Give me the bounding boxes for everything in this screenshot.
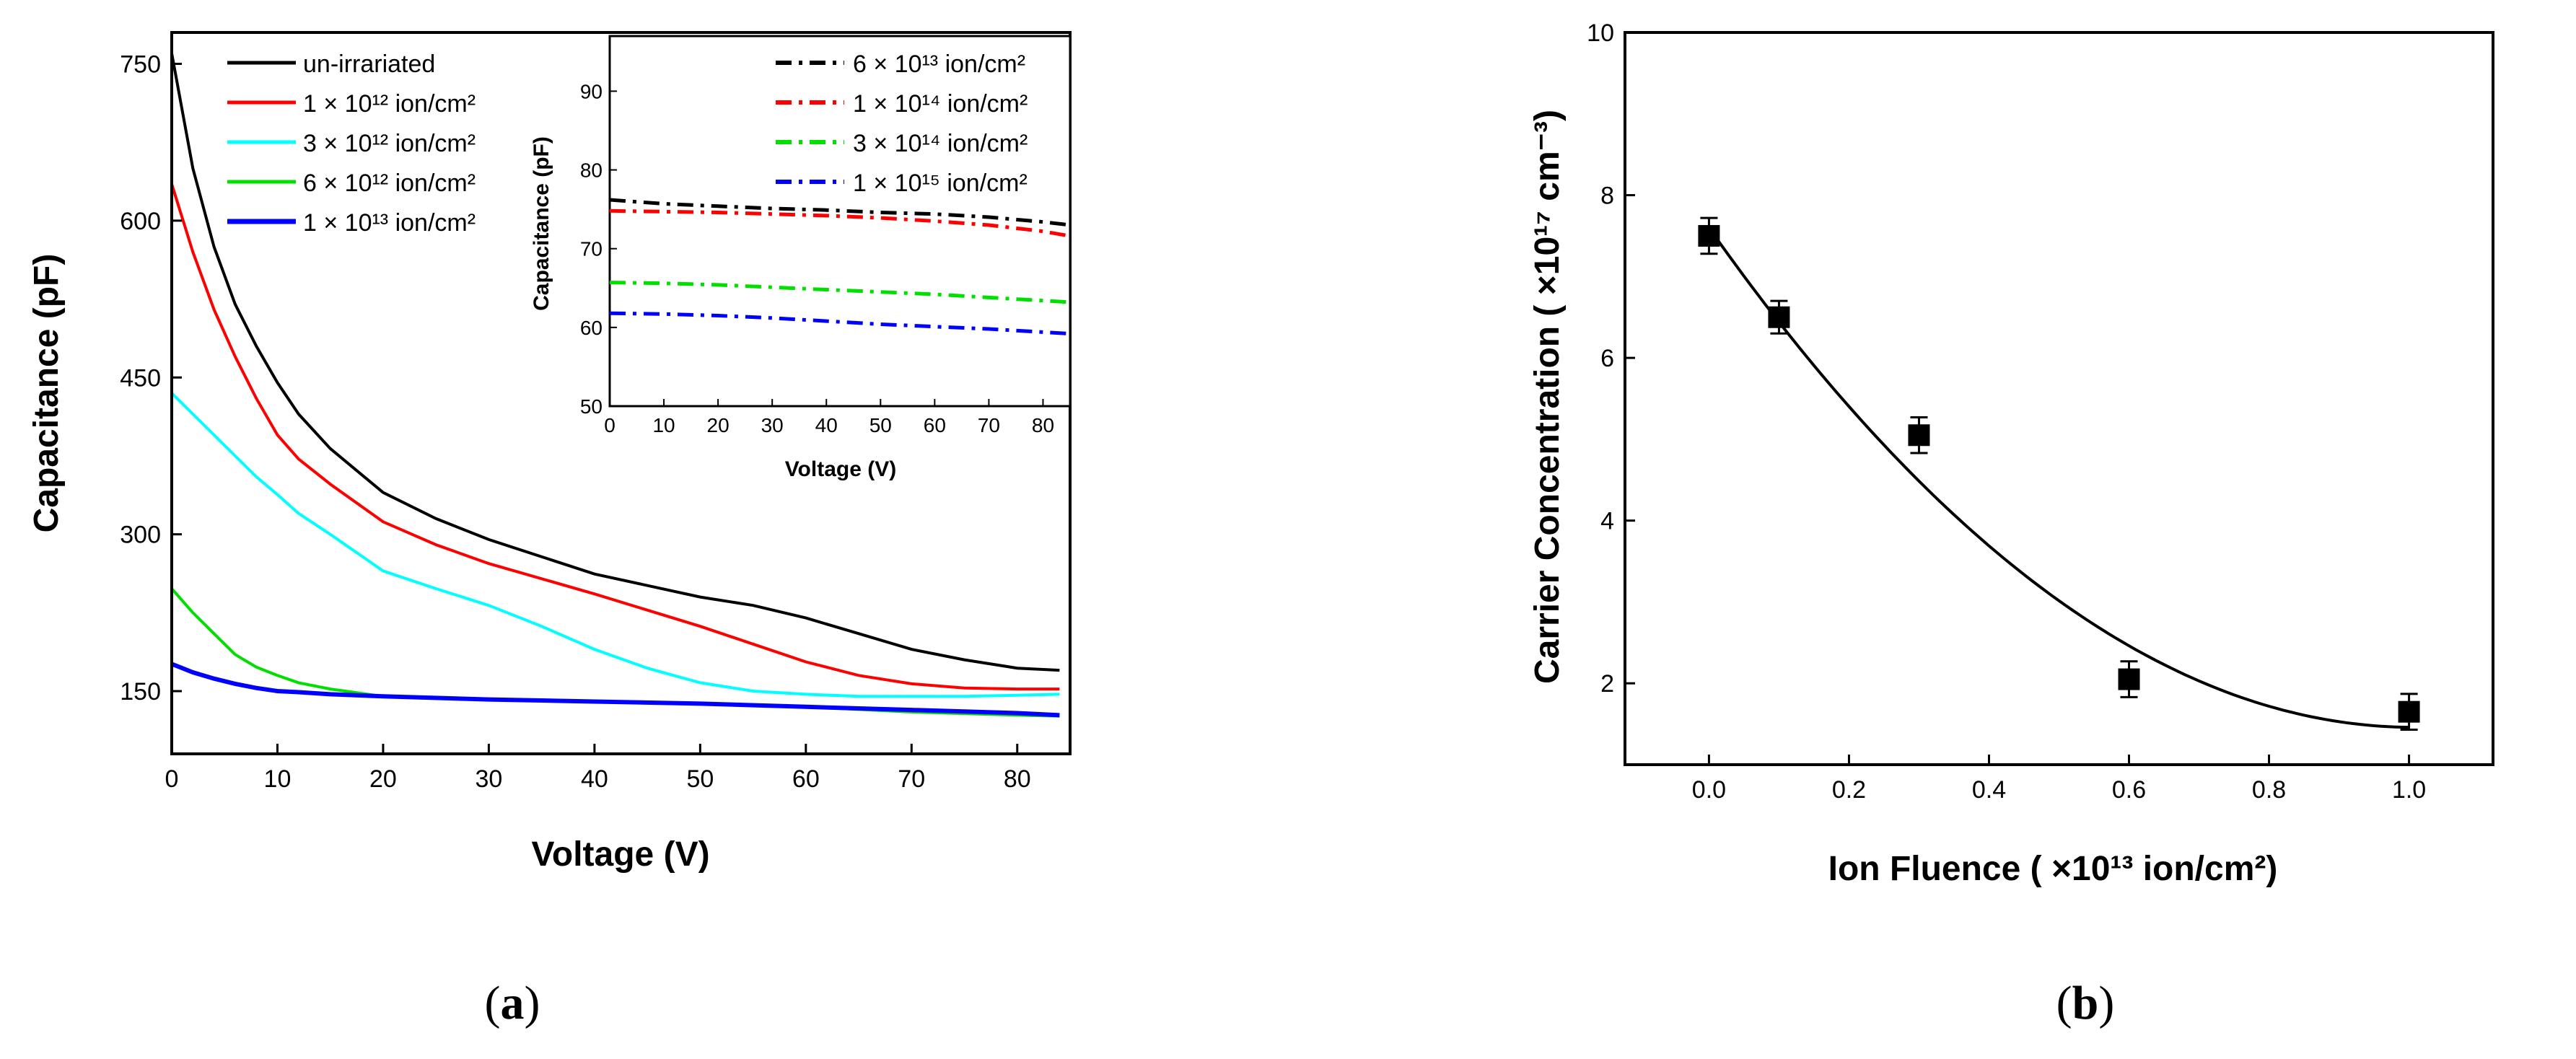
inset-series-line-2: [610, 281, 1070, 304]
panel-b-caption: (b): [2056, 977, 2115, 1029]
panel-b-carrier-concentration-chart: 0.0 0.2 0.4 0.6 0.8 1.0 2 4 6 8 10 Ion Fluence ( …: [1528, 19, 2494, 1029]
panel-b-x-tick-label: 1.0: [2392, 776, 2426, 804]
inset-y-axis-label: Capacitance (pF): [530, 136, 553, 311]
panel-a-caption-letter: a: [501, 977, 525, 1029]
panel-a-legend: un-irrariated 1 × 10¹² ion/cm² 3 × 10¹² …: [227, 50, 476, 237]
inset-legend: 6 × 10¹³ ion/cm² 1 × 10¹⁴ ion/cm² 3 × 10…: [776, 50, 1028, 197]
panel-b-data-point: [1908, 424, 1930, 447]
panel-b-y-tick-label: 2: [1600, 670, 1614, 698]
inset-x-tick-label: 30: [761, 414, 784, 436]
inset-series-line-1: [610, 208, 1070, 238]
panel-b-data-point: [1698, 224, 1720, 247]
inset-legend-label-3e14: 3 × 10¹⁴ ion/cm²: [853, 130, 1028, 157]
inset-y-tick-label: 80: [580, 159, 603, 182]
panel-a-y-tick-label: 600: [120, 208, 161, 235]
panel-a-caption-open: (: [485, 977, 501, 1029]
panel-a-caption: (a): [485, 977, 540, 1029]
panel-b-x-axis-label: Ion Fluence ( ×10¹³ ion/cm²): [1828, 850, 2278, 888]
panel-b-data-point: [2398, 700, 2420, 723]
panel-a-x-tick-label: 50: [686, 765, 714, 793]
inset-legend-label-1e15: 1 × 10¹⁵ ion/cm²: [853, 170, 1028, 197]
inset-series-line-0: [610, 198, 1070, 227]
inset-x-tick-label: 0: [604, 414, 615, 436]
panel-a-x-tick-label: 60: [792, 765, 820, 793]
panel-a-x-tick-label: 70: [898, 765, 925, 793]
inset-x-tick-label: 50: [869, 414, 892, 436]
inset-legend-label-1e14: 1 × 10¹⁴ ion/cm²: [853, 90, 1028, 118]
panel-b-x-tick-label: 0.8: [2252, 776, 2286, 804]
panel-b-x-tick-label: 0.6: [2112, 776, 2146, 804]
panel-b-y-tick-label: 6: [1600, 345, 1614, 372]
panel-b-data-point: [1768, 306, 1790, 328]
inset-y-axis: 50 60 70 80 90: [580, 80, 617, 418]
panel-b-data-points: [1698, 216, 2420, 731]
panel-b-y-tick-label: 4: [1600, 508, 1614, 535]
panel-a-caption-close: ): [525, 977, 540, 1029]
legend-label-6e12: 6 × 10¹² ion/cm²: [303, 170, 476, 197]
inset-x-axis-label: Voltage (V): [785, 457, 896, 481]
panel-a-y-axis-label: Capacitance (pF): [27, 254, 66, 533]
series-line-2: [172, 392, 1060, 698]
panel-a-x-axis-label: Voltage (V): [531, 835, 709, 874]
inset-series-group: [610, 198, 1070, 336]
panel-b-caption-close: ): [2098, 977, 2114, 1029]
panel-a-inset-chart: 0 10 20 30 40 50 60 70 80 50 60 70 80 90 Voltage (V)…: [530, 35, 1072, 481]
inset-y-tick-label: 70: [580, 238, 603, 260]
legend-label-3e12: 3 × 10¹² ion/cm²: [303, 130, 476, 157]
panel-a-x-tick-label: 0: [165, 765, 179, 793]
panel-a-y-tick-label: 750: [120, 50, 161, 78]
panel-b-y-tick-label: 8: [1600, 183, 1614, 210]
series-line-0: [172, 53, 1060, 672]
panel-a-x-tick-label: 30: [475, 765, 502, 793]
panel-a-x-axis: 0 10 20 30 40 50 60 70 80: [165, 744, 1031, 793]
panel-b-x-tick-label: 0.2: [1832, 776, 1866, 804]
inset-x-tick-label: 20: [707, 414, 730, 436]
panel-b-y-axis: 2 4 6 8 10: [1587, 19, 1635, 698]
panel-a-y-tick-label: 150: [120, 678, 161, 706]
panel-b-plot-area: [1624, 31, 2494, 766]
inset-frame: [608, 35, 1072, 408]
panel-a-x-tick-label: 20: [369, 765, 397, 793]
panel-a-x-tick-label: 80: [1004, 765, 1031, 793]
panel-b-fit-curve: [1707, 227, 2409, 729]
series-line-1: [172, 183, 1060, 691]
panel-a-y-tick-label: 300: [120, 522, 161, 549]
panel-a-y-tick-label: 450: [120, 364, 161, 392]
inset-y-tick-label: 90: [580, 80, 603, 102]
panel-a-series-group: [172, 53, 1060, 718]
panel-b-x-tick-label: 0.0: [1692, 776, 1726, 804]
panel-b-data-point: [2118, 668, 2140, 690]
inset-x-tick-label: 40: [815, 414, 838, 436]
inset-legend-label-6e13: 6 × 10¹³ ion/cm²: [853, 50, 1025, 78]
panel-b-caption-open: (: [2056, 977, 2072, 1029]
panel-a-x-tick-label: 10: [264, 765, 292, 793]
panel-b-frame: [1624, 31, 2494, 766]
panel-b-y-axis-label: Carrier Concentration ( ×10¹⁷ cm⁻³): [1528, 110, 1567, 684]
inset-x-tick-label: 80: [1032, 414, 1054, 436]
panel-a-x-tick-label: 40: [581, 765, 608, 793]
legend-label-un-irradiated: un-irrariated: [303, 50, 435, 78]
panel-b-x-tick-label: 0.4: [1972, 776, 2006, 804]
legend-label-1e12: 1 × 10¹² ion/cm²: [303, 90, 476, 118]
inset-x-tick-label: 70: [978, 414, 1000, 436]
inset-x-axis: 0 10 20 30 40 50 60 70 80: [604, 399, 1054, 436]
series-line-4: [172, 662, 1060, 718]
legend-label-1e13: 1 × 10¹³ ion/cm²: [303, 209, 476, 237]
panel-b-y-tick-label: 10: [1587, 19, 1614, 47]
panel-b-x-axis: 0.0 0.2 0.4 0.6 0.8 1.0: [1692, 755, 2426, 804]
panel-a-y-axis: 150 300 450 600 750: [120, 50, 182, 706]
inset-x-tick-label: 10: [652, 414, 675, 436]
inset-y-tick-label: 60: [580, 317, 603, 339]
inset-x-tick-label: 60: [924, 414, 946, 436]
inset-y-tick-label: 50: [580, 395, 603, 418]
panel-b-caption-letter: b: [2072, 977, 2099, 1029]
inset-series-line-3: [610, 311, 1070, 336]
